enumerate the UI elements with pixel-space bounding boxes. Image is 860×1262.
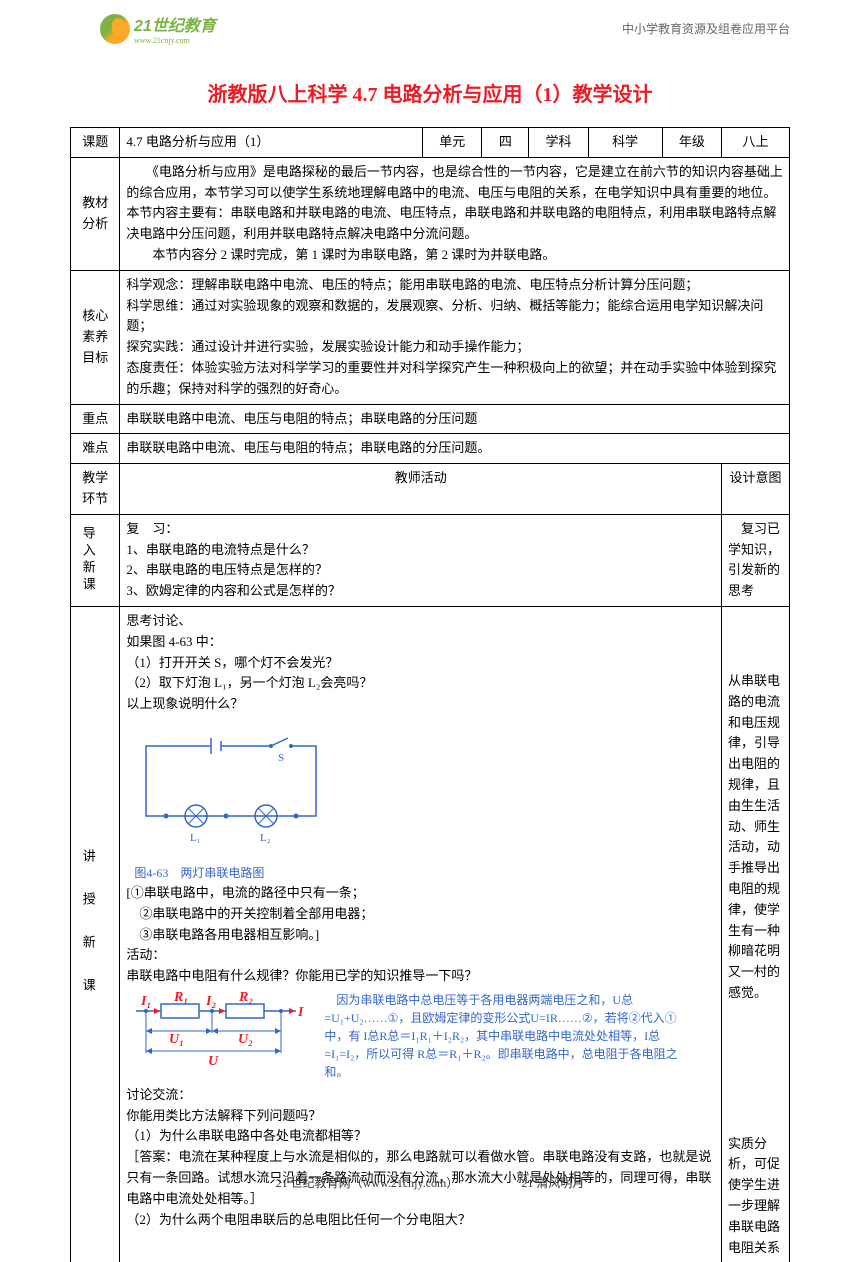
intro-line2: 2、串联电路的电压特点是怎样的？ [126,560,715,581]
footer-left: 21 世纪教育网（www.21cnjy.com） [276,1176,459,1190]
bracket3: ③串联电路各用电器相互影响。] [126,925,715,946]
logo-main-text: 21世纪教育 [134,12,216,36]
svg-text:I₂: I₂ [205,994,216,1009]
formula-text: 因为串联电路中总电压等于各用电器两端电压之和，U总=U₁+U₂……①，且欧姆定律… [324,991,684,1081]
activity-title: 活动： [126,945,715,966]
circuit-diagram-icon: S L₁ L₂ [126,721,336,851]
logo-sub-text: www.21cnjy.com [134,36,216,45]
lecture-row: 讲授新课 思考讨论、 如果图 4-63 中： （1）打开开关 S，哪个灯不会发光… [71,606,790,1262]
section-col3: 设计意图 [722,464,790,515]
focus-content: 串联联电路中电流、电压与电阻的特点；串联电路的分压问题 [120,404,790,434]
document-title: 浙教版八上科学 4.7 电路分析与应用（1）教学设计 [0,78,860,107]
section-header-row: 教学环节 教师活动 设计意图 [71,464,790,515]
lesson-plan-table: 课题 4.7 电路分析与应用（1） 单元 四 学科 科学 年级 八上 教材分析 … [70,127,790,1262]
core-line2: 科学思维：通过对实验现象的观察和数据的，发展观察、分析、归纳、概括等能力；能综合… [126,296,783,338]
lecture-design: 从串联电路的电流和电压规律，引导出电阻的规律，且由生生活动、师生活动，动手推导出… [722,606,790,1262]
core-label: 核心素养目标 [71,270,120,404]
intro-line1: 1、串联电路的电流特点是什么？ [126,540,715,561]
diagram-caption: 图4-63 两灯串联电路图 [134,864,715,883]
svg-text:I: I [297,1005,304,1020]
focus-label: 重点 [71,404,120,434]
focus-row: 重点 串联联电路中电流、电压与电阻的特点；串联电路的分压问题 [71,404,790,434]
svg-text:U: U [208,1054,219,1069]
discuss-line4: 以上现象说明什么？ [126,694,715,715]
subject-label: 学科 [529,128,588,158]
discuss2-title: 讨论交流： [126,1085,715,1106]
textbook-label: 教材分析 [71,157,120,270]
discuss-line3: （2）取下灯泡 L₁，另一个灯泡 L₂会亮吗？ [126,673,715,694]
core-literacy-row: 核心素养目标 科学观念：理解串联电路中电流、电压的特点；能用串联电路的电流、电压… [71,270,790,404]
topic-label: 课题 [71,128,120,158]
svg-text:S: S [278,752,284,764]
logo: 21世纪教育 www.21cnjy.com [100,12,216,45]
lecture-label-text: 讲授新课 [77,849,98,1021]
section-col1: 教学环节 [71,464,120,515]
svg-text:I₁: I₁ [140,994,151,1009]
design1: 从串联电路的电流和电压规律，引导出电阻的规律，且由生生活动、师生活动，动手推导出… [728,671,783,1004]
intro-title: 复 习： [126,519,715,540]
discuss2-line1: （1）为什么串联电路中各处电流都相等？ [126,1126,715,1147]
page-footer: 21 世纪教育网（www.21cnjy.com） 21 清风明月 [0,1174,860,1191]
textbook-content: 《电路分析与应用》是电路探秘的最后一节内容，也是综合性的一节内容，它是建立在前六… [120,157,790,270]
intro-label-text: 导入新课 [77,526,98,594]
svg-text:U₁: U₁ [169,1032,184,1047]
grade-value: 八上 [722,128,790,158]
design2: 实质分析，可促使学生进一步理解串联电路电阻关系 [728,1134,783,1259]
bracket1: [①串联电路中，电流的路径中只有一条； [126,883,715,904]
core-line3: 探究实践：通过设计并进行实验，发展实验设计能力和动手操作能力； [126,337,783,358]
svg-text:R₁: R₁ [173,991,188,1005]
svg-text:U₂: U₂ [238,1032,253,1047]
lecture-label: 讲授新课 [71,606,120,1262]
intro-design: 复习已学知识，引发新的思考 [722,514,790,606]
difficulty-row: 难点 串联联电路中电流、电压与电阻的特点；串联电路的分压问题。 [71,434,790,464]
grade-label: 年级 [662,128,721,158]
core-line4: 态度责任：体验实验方法对科学学习的重要性并对科学探究产生一种积极向上的欲望；并在… [126,358,783,400]
discuss2-q: 你能用类比方法解释下列问题吗？ [126,1106,715,1127]
svg-text:L₁: L₁ [190,832,201,844]
discuss-line1: 如果图 4-63 中： [126,632,715,653]
core-label-text: 核心素养目标 [82,308,108,365]
page-header: 21世纪教育 www.21cnjy.com 中小学教育资源及组卷应用平台 [0,0,860,53]
intro-row: 导入新课 复 习： 1、串联电路的电流特点是什么？ 2、串联电路的电压特点是怎样… [71,514,790,606]
resistor-diagram-icon: I₁ R₁ I₂ R₂ I U₁ [126,991,316,1071]
section-col2: 教师活动 [120,464,722,515]
core-line1: 科学观念：理解串联电路中电流、电压的特点；能用串联电路的电流、电压特点分析计算分… [126,275,783,296]
textbook-analysis-row: 教材分析 《电路分析与应用》是电路探秘的最后一节内容，也是综合性的一节内容，它是… [71,157,790,270]
difficulty-label: 难点 [71,434,120,464]
lecture-content: 思考讨论、 如果图 4-63 中： （1）打开开关 S，哪个灯不会发光？ （2）… [120,606,722,1262]
logo-text-block: 21世纪教育 www.21cnjy.com [134,12,216,45]
topic-value: 4.7 电路分析与应用（1） [120,128,423,158]
unit-value: 四 [482,128,529,158]
info-row: 课题 4.7 电路分析与应用（1） 单元 四 学科 科学 年级 八上 [71,128,790,158]
header-right-text: 中小学教育资源及组卷应用平台 [622,20,790,37]
difficulty-content: 串联联电路中电流、电压与电阻的特点；串联电路的分压问题。 [120,434,790,464]
activity-q: 串联电路中电阻有什么规律？你能用已学的知识推导一下吗？ [126,966,715,987]
textbook-label-text: 教材分析 [82,195,108,231]
svg-text:L₂: L₂ [260,832,271,844]
svg-text:R₂: R₂ [238,991,253,1005]
discuss-line2: （1）打开开关 S，哪个灯不会发光？ [126,653,715,674]
intro-label: 导入新课 [71,514,120,606]
subject-value: 科学 [588,128,662,158]
intro-line3: 3、欧姆定律的内容和公式是怎样的？ [126,581,715,602]
core-content: 科学观念：理解串联电路中电流、电压的特点；能用串联电路的电流、电压特点分析计算分… [120,270,790,404]
unit-label: 单元 [423,128,482,158]
discuss-title: 思考讨论、 [126,611,715,632]
bracket2: ②串联电路中的开关控制着全部用电器； [126,904,715,925]
intro-content: 复 习： 1、串联电路的电流特点是什么？ 2、串联电路的电压特点是怎样的？ 3、… [120,514,722,606]
logo-icon [100,14,130,44]
discuss2-line2: （2）为什么两个电阻串联后的总电阻比任何一个分电阻大？ [126,1210,715,1231]
footer-right: 21 清风明月 [521,1176,584,1190]
